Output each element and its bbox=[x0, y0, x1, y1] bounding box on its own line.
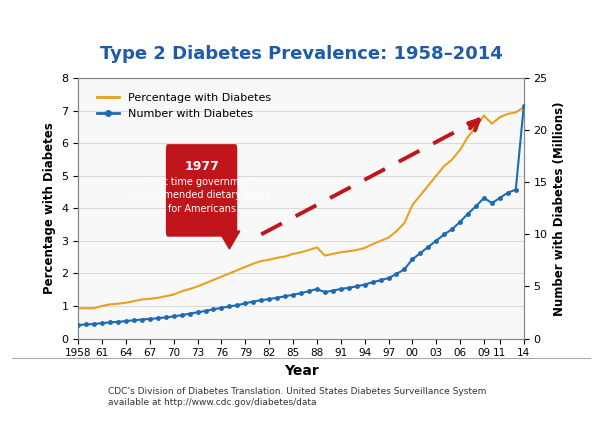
FancyBboxPatch shape bbox=[167, 145, 237, 236]
Polygon shape bbox=[219, 231, 240, 249]
X-axis label: Year: Year bbox=[284, 364, 318, 378]
Text: Type 2 Diabetes Prevalence: 1958–2014: Type 2 Diabetes Prevalence: 1958–2014 bbox=[99, 45, 503, 63]
Legend: Percentage with Diabetes, Number with Diabetes: Percentage with Diabetes, Number with Di… bbox=[93, 89, 276, 123]
Y-axis label: Number with Diabetes (Millions): Number with Diabetes (Millions) bbox=[553, 101, 566, 316]
Y-axis label: Percentage with Diabetes: Percentage with Diabetes bbox=[43, 122, 56, 294]
Text: 1977: 1977 bbox=[184, 161, 219, 174]
Text: First time government
recommended dietary goals
for Americans: First time government recommended dietar… bbox=[133, 177, 270, 214]
Text: CDC’s Division of Diabetes Translation. United States Diabetes Surveillance Syst: CDC’s Division of Diabetes Translation. … bbox=[108, 388, 487, 407]
